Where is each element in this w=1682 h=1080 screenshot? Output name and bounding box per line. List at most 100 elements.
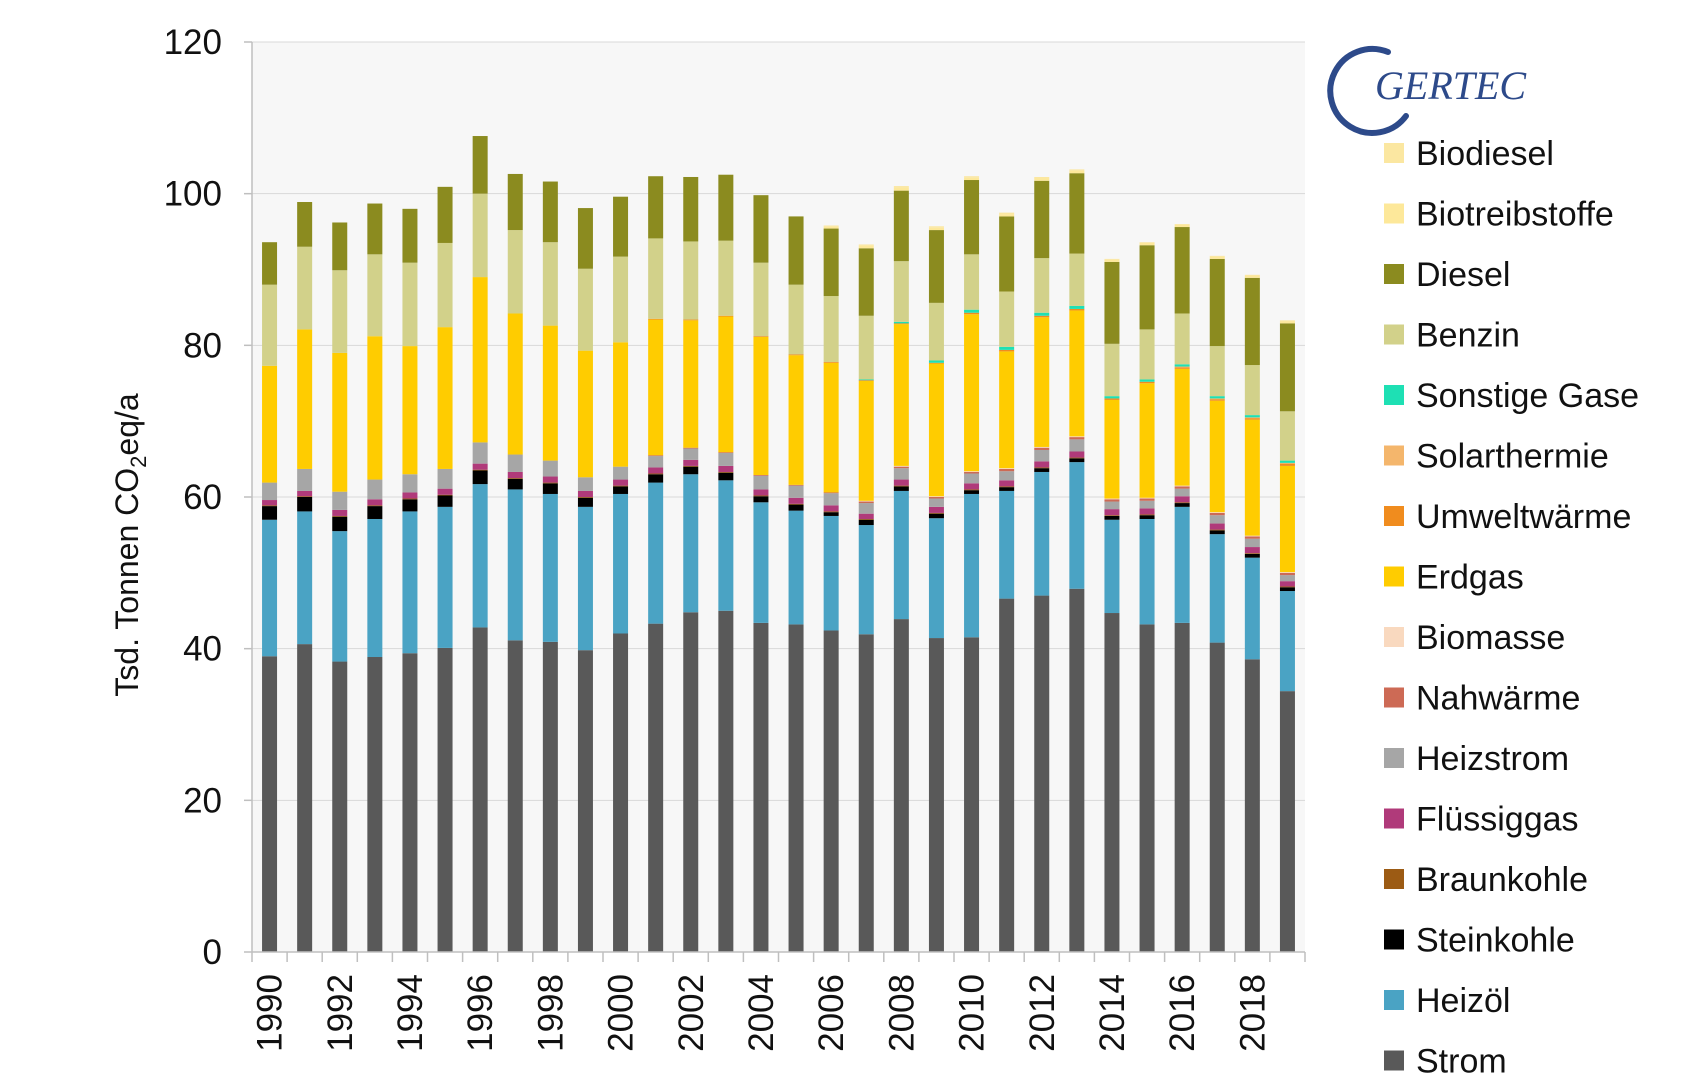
x-tick-label: 2016 <box>1163 974 1202 1052</box>
bar-segment <box>999 490 1015 599</box>
bar-segment <box>1174 496 1190 503</box>
bar-segment <box>1279 572 1295 576</box>
bar-segment <box>999 480 1015 487</box>
legend-swatch <box>1384 1050 1404 1071</box>
y-tick-label: 80 <box>183 326 222 365</box>
bar-segment <box>753 502 769 623</box>
bar-segment <box>542 641 558 952</box>
bar-segment <box>683 319 699 321</box>
bar-segment <box>1244 553 1260 558</box>
x-tick-label: 2014 <box>1093 974 1132 1052</box>
bar-segment <box>1104 259 1120 262</box>
bar-segment <box>683 465 699 467</box>
bar-segment <box>893 323 909 325</box>
y-tick-label: 20 <box>183 781 222 820</box>
bar-segment <box>964 180 980 255</box>
bar-segment <box>1069 308 1085 311</box>
legend-swatch <box>1384 264 1404 284</box>
bar-segment <box>1139 381 1155 384</box>
bar-segment <box>1279 323 1295 412</box>
legend-swatch <box>1384 687 1404 708</box>
bar-segment <box>999 214 1015 217</box>
bar-segment <box>893 187 909 191</box>
gridlines <box>252 41 1305 801</box>
bar-segment <box>1174 503 1190 507</box>
bar-segment <box>999 471 1015 481</box>
bar-segment <box>893 468 909 480</box>
bar-segment <box>964 254 980 310</box>
bar-segment <box>999 486 1015 488</box>
bar-segment <box>1069 305 1085 309</box>
bar-segment <box>262 242 278 285</box>
bar-segment <box>683 320 699 448</box>
bar-segment <box>718 240 734 316</box>
bar-segment <box>613 196 629 257</box>
bar-segment <box>1209 346 1225 397</box>
bar-segment <box>542 460 558 477</box>
bar-segment <box>683 448 699 460</box>
bar-segment <box>1279 581 1295 587</box>
legend-swatch <box>1384 385 1404 405</box>
bar-segment <box>1209 255 1225 257</box>
bar-segment <box>1139 242 1155 243</box>
bar-segment <box>1139 518 1155 625</box>
bar-segment <box>999 468 1015 469</box>
bar-segment <box>437 327 453 469</box>
bar-segment <box>367 336 383 480</box>
bar-segment <box>262 505 278 507</box>
bar-segment <box>437 242 453 328</box>
bar-segment <box>507 478 523 490</box>
bar-segment <box>577 506 593 651</box>
bar-segment <box>297 496 313 497</box>
bar-segment <box>893 324 909 466</box>
x-tick-label: 1996 <box>461 974 500 1052</box>
axes: 0 20 40 60 80 100 120 1990 1992 1994 1996 1998 2000 2… <box>164 23 1306 1052</box>
bar-segment <box>1034 315 1050 318</box>
bar-segment <box>753 336 769 476</box>
bar-segment <box>1174 224 1190 228</box>
bar-segment <box>718 610 734 952</box>
bar-segment <box>893 321 909 324</box>
bar-segment <box>1034 467 1050 469</box>
legend-label: Biomasse <box>1416 619 1565 657</box>
bar-segment <box>262 365 278 483</box>
x-tick-label: 2008 <box>882 974 921 1052</box>
bar-segment <box>577 497 593 507</box>
bar-segment <box>788 497 804 504</box>
bar-segment <box>542 483 558 494</box>
bar-segment <box>964 473 980 484</box>
x-tick-label: 1998 <box>531 974 570 1052</box>
bar-segment <box>1139 245 1155 330</box>
bar-segment <box>332 509 348 516</box>
bar-segment <box>402 208 418 263</box>
bar-segment <box>999 346 1015 350</box>
bar-segment <box>1279 586 1295 588</box>
bar-segment <box>1209 400 1225 513</box>
legend-label: Steinkohle <box>1416 922 1575 960</box>
bar-segment <box>262 482 278 501</box>
bar-segment <box>1244 547 1260 554</box>
bar-segment <box>1104 499 1120 502</box>
bar-segment <box>718 453 734 466</box>
bar-segment <box>928 513 944 519</box>
bar-segment <box>823 362 839 493</box>
bar-segment <box>1104 398 1120 400</box>
bar-segment <box>1139 515 1155 519</box>
bar-segment <box>1209 396 1225 399</box>
bar-segment <box>402 492 418 499</box>
bar-segment <box>402 499 418 512</box>
legend-swatch <box>1384 990 1404 1010</box>
bar-segment <box>1034 471 1050 596</box>
bar-segment <box>437 506 453 648</box>
bar-segment <box>472 136 488 194</box>
bar-segment <box>648 238 664 319</box>
bar-segment <box>964 314 980 472</box>
bar-segment <box>402 498 418 500</box>
bar-segment <box>367 505 383 507</box>
legend-label: Umweltwärme <box>1416 498 1631 536</box>
bar-segment <box>648 456 664 468</box>
bar-segment <box>613 342 629 467</box>
bar-segment <box>1174 368 1190 486</box>
bar-segment <box>999 349 1015 352</box>
bar-segment <box>893 619 909 952</box>
